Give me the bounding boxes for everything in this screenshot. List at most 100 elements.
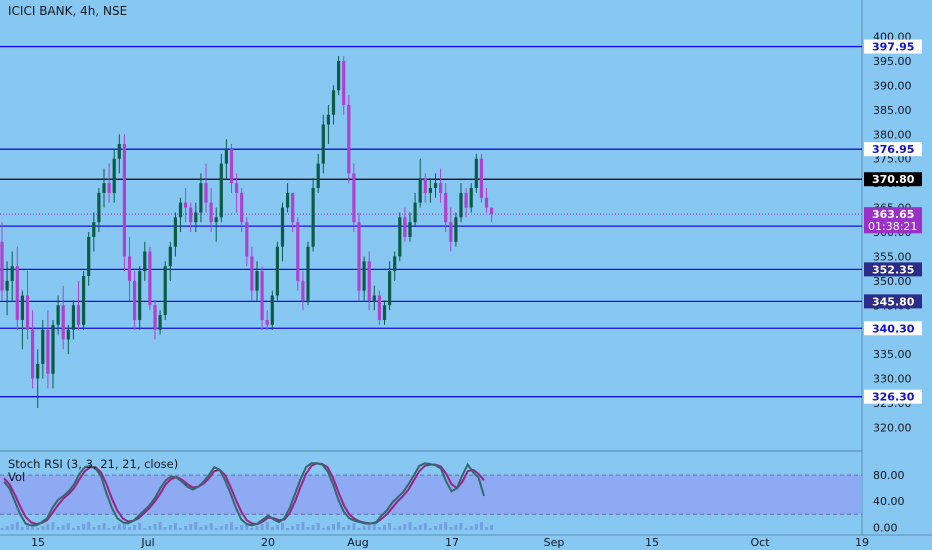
time-axis[interactable]: 15 Jul 20 Aug 17 Sep 15 Oct 19 xyxy=(31,536,869,549)
candle-body xyxy=(5,280,9,291)
level-label-376.95-bg xyxy=(864,142,922,157)
volume-bar xyxy=(235,527,239,530)
volume-bar xyxy=(153,524,157,530)
volume-bar xyxy=(260,524,264,530)
candle-body xyxy=(428,188,432,193)
volume-bar xyxy=(219,526,223,530)
grid-layer xyxy=(0,0,932,536)
candle-body xyxy=(286,192,290,208)
candle-body xyxy=(337,60,341,91)
candle-body xyxy=(229,148,234,184)
volume-bar xyxy=(15,522,19,530)
candle-body xyxy=(178,202,183,218)
volume-bar xyxy=(388,523,392,530)
volume-bar xyxy=(148,526,152,530)
chart-title: ICICI BANK, 4h, NSE xyxy=(8,4,128,18)
candle-body xyxy=(51,324,55,374)
candle-body xyxy=(474,158,478,189)
volume-bar xyxy=(204,525,208,530)
candle-body xyxy=(275,246,279,296)
candle-body xyxy=(296,222,300,281)
volume-bar xyxy=(281,523,284,530)
candle-body xyxy=(82,275,86,325)
volume-bar xyxy=(434,526,437,530)
level-label-340.30: 340.30 xyxy=(872,322,915,335)
volume-label: Vol xyxy=(8,470,26,484)
candle-body xyxy=(148,251,152,306)
candle-body xyxy=(143,251,147,272)
volume-bar xyxy=(173,523,177,530)
volume-bar xyxy=(133,525,137,530)
volume-bar xyxy=(332,524,335,530)
price-axis[interactable]: 320.00325.00330.00335.00340.00345.00350.… xyxy=(873,31,912,535)
level-label-376.95: 376.95 xyxy=(872,143,914,156)
candle-body xyxy=(326,114,330,125)
volume-bar xyxy=(449,527,453,530)
candle-body xyxy=(459,192,463,218)
stoch-k-line xyxy=(3,462,485,527)
volume-bar xyxy=(5,526,9,530)
candle-body xyxy=(127,256,132,281)
volume-bar xyxy=(122,522,126,530)
stoch-d-line xyxy=(3,462,485,526)
candle-body xyxy=(321,124,325,164)
volume-bar xyxy=(321,528,325,530)
price-tick-label: 320.00 xyxy=(873,421,912,434)
volume-bar xyxy=(403,524,407,530)
candle-body xyxy=(311,188,315,247)
volume-bar xyxy=(66,523,70,530)
candle-body xyxy=(444,192,448,223)
candle-body xyxy=(479,158,483,198)
candle-body xyxy=(41,329,45,364)
volume-bar xyxy=(189,524,193,530)
candle-body xyxy=(61,305,65,340)
price-tick-label: 330.00 xyxy=(873,373,912,386)
volume-bar xyxy=(41,526,45,530)
candle-body xyxy=(117,144,121,159)
volume-bar xyxy=(77,526,80,530)
candle-body xyxy=(173,217,177,247)
volume-bar xyxy=(275,525,279,530)
time-tick-label: 20 xyxy=(261,536,275,549)
candle-body xyxy=(107,183,111,193)
candle-body xyxy=(367,261,371,301)
candle-body xyxy=(194,212,198,223)
level-labels: 397.95376.95370.80361.20352.35345.80340.… xyxy=(864,39,922,404)
level-label-370.80: 370.80 xyxy=(872,173,915,186)
volume-bar xyxy=(270,527,274,530)
candle-body xyxy=(280,207,285,247)
candle-body xyxy=(219,163,223,218)
level-label-352.35: 352.35 xyxy=(872,263,914,276)
volume-bar xyxy=(117,524,121,530)
candle-body xyxy=(158,315,162,330)
candle-body xyxy=(439,183,443,193)
candle-body xyxy=(56,305,60,325)
volume-bar xyxy=(158,522,162,530)
volume-bar xyxy=(36,528,40,530)
candle-body xyxy=(112,158,116,193)
candle-body xyxy=(454,217,458,242)
volume-bar xyxy=(61,525,65,530)
candle-body xyxy=(347,104,351,174)
candle-body xyxy=(331,90,336,115)
candle-body xyxy=(153,305,157,330)
candle-body xyxy=(224,148,228,164)
time-tick-label: Aug xyxy=(347,536,368,549)
candle-body xyxy=(469,188,473,208)
volume-bar xyxy=(230,522,233,530)
price-tick-label: 355.00 xyxy=(873,250,912,263)
price-tick-label: 350.00 xyxy=(873,275,912,288)
candle-body xyxy=(15,266,19,320)
level-label-345.80: 345.80 xyxy=(872,295,915,308)
osc-tick-label: 80.00 xyxy=(873,469,905,482)
stoch-band xyxy=(0,475,862,515)
volume-bar xyxy=(459,523,463,530)
volume-bar xyxy=(454,525,458,530)
volume-bar xyxy=(383,525,386,530)
volume-bar xyxy=(168,525,172,530)
volume-bar xyxy=(474,524,478,530)
candle-body xyxy=(46,329,50,374)
volume-bar xyxy=(469,526,473,530)
candle-body xyxy=(133,280,137,320)
